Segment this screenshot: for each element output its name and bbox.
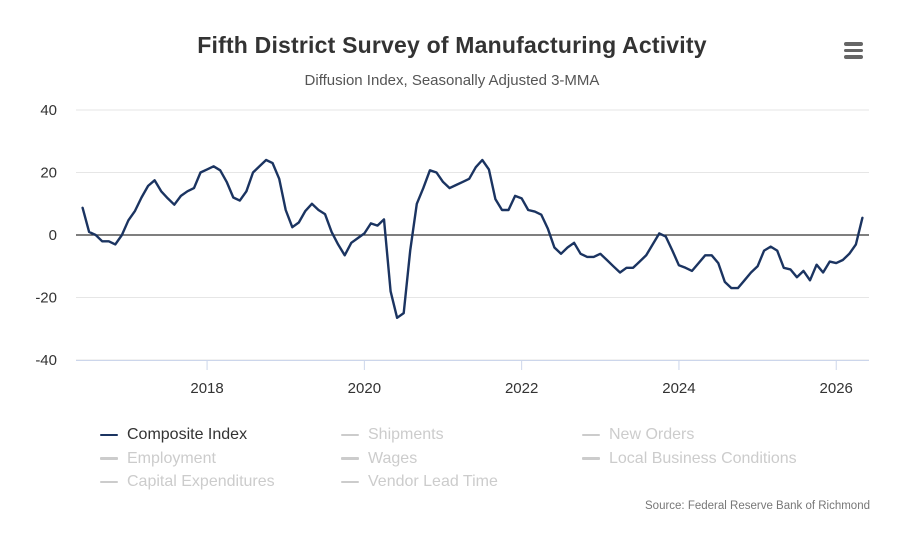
legend-swatch-icon	[341, 433, 359, 437]
legend-label: Composite Index	[127, 426, 248, 443]
legend-label: Capital Expenditures	[127, 473, 275, 490]
series-line-composite-index	[81, 158, 864, 319]
legend-item[interactable]: Composite Index	[100, 424, 247, 446]
legend-label: Vendor Lead Time	[368, 473, 498, 490]
legend-item[interactable]: Employment	[100, 448, 216, 470]
y-tick-label: 0	[49, 227, 57, 244]
legend-item[interactable]: Shipments	[341, 424, 444, 446]
legend-label: Shipments	[368, 426, 444, 443]
legend-swatch-icon	[100, 457, 118, 460]
legend-item[interactable]: Vendor Lead Time	[341, 471, 498, 493]
legend-item[interactable]: Wages	[341, 448, 417, 470]
legend-item[interactable]: Capital Expenditures	[100, 471, 275, 493]
chart-subtitle: Diffusion Index, Seasonally Adjusted 3-M…	[304, 72, 600, 89]
x-tick-label: 2026	[820, 380, 853, 397]
legend-label: Local Business Conditions	[609, 449, 797, 467]
legend-swatch-icon	[100, 480, 118, 484]
legend-label: New Orders	[609, 426, 695, 443]
line-chart: -40 -20 0 20 40 2018 2020 2022 2024 2026	[35, 102, 869, 397]
legend-swatch-icon	[341, 480, 359, 484]
x-tick-label: 2024	[662, 380, 695, 397]
legend-label: Employment	[127, 449, 216, 467]
y-tick-label: -40	[35, 352, 57, 369]
y-tick-label: -20	[35, 290, 57, 307]
hamburger-menu-icon[interactable]	[838, 36, 868, 64]
legend-label: Wages	[368, 449, 418, 467]
legend-swatch-icon	[100, 433, 118, 437]
x-tick-label: 2022	[505, 380, 538, 397]
x-tick-label: 2020	[348, 380, 381, 397]
source-note: Source: Federal Reserve Bank of Richmond	[645, 500, 870, 512]
y-tick-label: 40	[40, 102, 57, 119]
y-tick-label: 20	[40, 165, 57, 182]
legend-swatch-icon	[341, 457, 359, 460]
legend-swatch-icon	[582, 433, 600, 437]
legend-item[interactable]: Local Business Conditions	[582, 448, 797, 470]
chart-title: Fifth District Survey of Manufacturing A…	[197, 32, 707, 58]
x-tick-label: 2018	[190, 380, 223, 397]
legend-item[interactable]: New Orders	[582, 424, 694, 446]
legend-swatch-icon	[582, 457, 600, 460]
